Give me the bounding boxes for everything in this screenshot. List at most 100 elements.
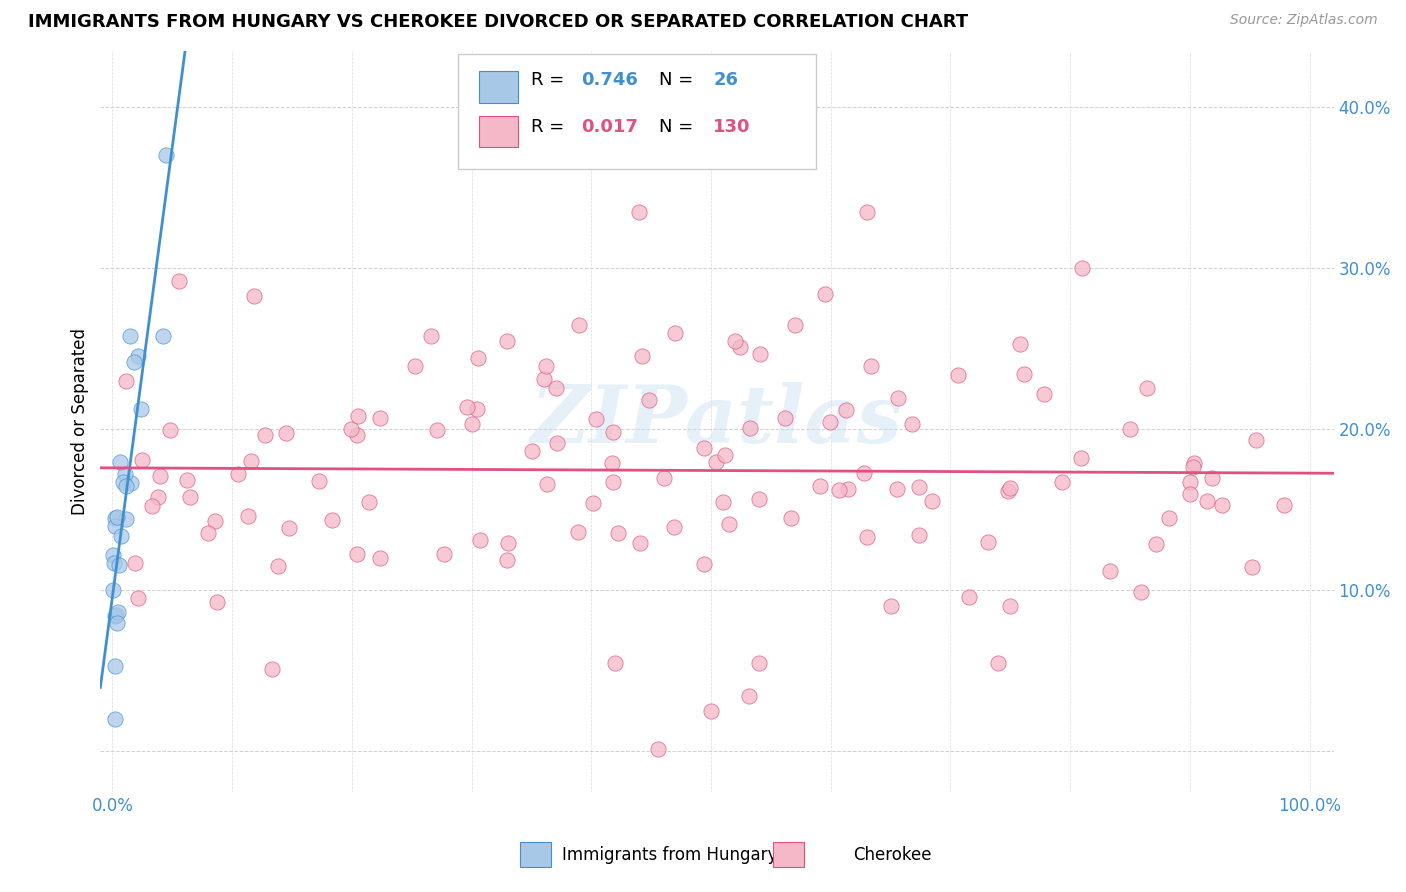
Point	[107, 605, 129, 619]
Point	[460, 417, 482, 431]
Point	[346, 547, 368, 561]
Point	[120, 475, 142, 490]
Point	[357, 495, 380, 509]
Point	[1008, 337, 1031, 351]
Point	[1000, 481, 1022, 495]
Text: 26: 26	[713, 71, 738, 89]
Text: R =: R =	[531, 71, 569, 89]
Point	[105, 509, 128, 524]
Point	[368, 410, 391, 425]
FancyBboxPatch shape	[458, 54, 815, 169]
Point	[496, 553, 519, 567]
Point	[468, 533, 491, 548]
Point	[308, 475, 330, 489]
Point	[628, 204, 651, 219]
Point	[1071, 261, 1094, 276]
Point	[267, 558, 290, 573]
Point	[533, 372, 555, 386]
Point	[277, 521, 299, 535]
Point	[855, 204, 877, 219]
Point	[1181, 459, 1204, 474]
Point	[104, 519, 127, 533]
Point	[115, 479, 138, 493]
Point	[738, 420, 761, 434]
FancyBboxPatch shape	[479, 116, 519, 147]
Point	[536, 477, 558, 491]
Point	[1144, 537, 1167, 551]
Text: 0.017: 0.017	[581, 118, 638, 136]
Point	[243, 289, 266, 303]
Point	[1197, 494, 1219, 508]
Point	[779, 510, 801, 524]
Point	[520, 444, 543, 458]
Point	[820, 415, 842, 429]
Point	[607, 526, 630, 541]
Point	[977, 535, 1000, 549]
Point	[404, 359, 426, 373]
Point	[496, 334, 519, 348]
Point	[879, 599, 901, 614]
Point	[1240, 560, 1263, 574]
Point	[605, 656, 627, 670]
Point	[146, 490, 169, 504]
Point	[957, 590, 980, 604]
Point	[664, 326, 686, 340]
Point	[368, 551, 391, 566]
Point	[628, 536, 651, 550]
Point	[946, 368, 969, 383]
Point	[1182, 456, 1205, 470]
Point	[176, 473, 198, 487]
Point	[908, 528, 931, 542]
Point	[748, 656, 770, 670]
Point	[886, 391, 908, 405]
Point	[321, 513, 343, 527]
Point	[340, 422, 363, 436]
Point	[852, 466, 875, 480]
Point	[585, 412, 607, 426]
Point	[1032, 387, 1054, 401]
Point	[1130, 585, 1153, 599]
Point	[496, 536, 519, 550]
Point	[1159, 510, 1181, 524]
Point	[274, 426, 297, 441]
Point	[748, 492, 770, 507]
Text: IMMIGRANTS FROM HUNGARY VS CHEROKEE DIVORCED OR SEPARATED CORRELATION CHART: IMMIGRANTS FROM HUNGARY VS CHEROKEE DIVO…	[28, 13, 969, 31]
Point	[536, 359, 558, 373]
Point	[240, 454, 263, 468]
Point	[783, 318, 806, 332]
Point	[104, 511, 127, 525]
Point	[110, 455, 132, 469]
Point	[997, 483, 1019, 498]
Point	[179, 490, 201, 504]
Point	[433, 547, 456, 561]
Point	[131, 453, 153, 467]
Point	[1119, 422, 1142, 436]
Point	[693, 441, 716, 455]
Point	[828, 483, 851, 498]
Point	[602, 425, 624, 439]
Point	[1012, 367, 1035, 381]
Point	[738, 690, 761, 704]
Point	[103, 582, 125, 597]
Point	[108, 558, 131, 572]
Y-axis label: Divorced or Separated: Divorced or Separated	[72, 327, 89, 515]
Point	[1201, 471, 1223, 485]
Point	[465, 401, 488, 416]
Point	[124, 556, 146, 570]
Point	[1211, 498, 1233, 512]
Point	[1050, 475, 1073, 490]
Point	[111, 475, 134, 490]
Point	[859, 359, 882, 374]
Point	[602, 475, 624, 489]
Point	[1180, 486, 1202, 500]
Text: Source: ZipAtlas.com: Source: ZipAtlas.com	[1230, 13, 1378, 28]
Point	[104, 712, 127, 726]
Point	[346, 428, 368, 442]
Point	[921, 493, 943, 508]
Point	[600, 456, 623, 470]
Point	[425, 423, 447, 437]
Text: N =: N =	[659, 118, 699, 136]
Point	[647, 741, 669, 756]
Point	[101, 549, 124, 563]
Point	[724, 334, 747, 348]
